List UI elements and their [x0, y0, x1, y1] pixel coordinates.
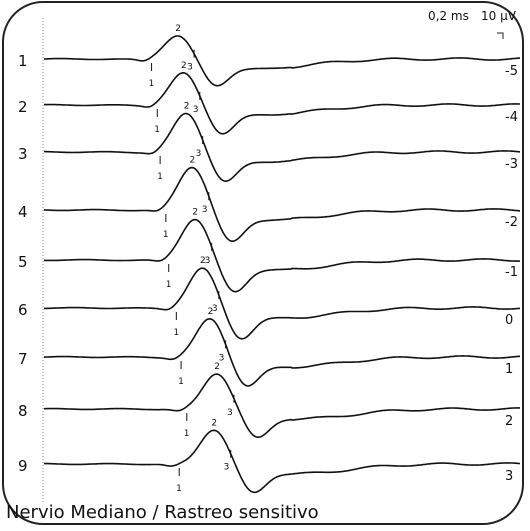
- scale-bar-icon: [497, 32, 504, 39]
- trace-number-label: 5: [18, 253, 28, 271]
- marker-2-label: 2: [192, 208, 198, 218]
- trace-number-label: 6: [18, 301, 28, 319]
- time-scale-label: 0,2 ms: [428, 9, 469, 23]
- trace-offset-label: -5: [505, 64, 518, 79]
- trace-offset-label: -3: [505, 157, 518, 172]
- marker-2-label: 2: [184, 102, 190, 112]
- trace-line: [44, 71, 520, 135]
- trace-offset-label: -2: [505, 215, 518, 230]
- marker-1-label: 1: [149, 79, 155, 89]
- amplitude-scale-label: 10 µV: [481, 9, 517, 23]
- trace-line: [44, 112, 521, 183]
- outer-border: [2, 1, 524, 525]
- marker-3-label: 3: [224, 463, 230, 473]
- trace-number-label: 7: [18, 350, 28, 368]
- trace-number-label: 4: [18, 203, 28, 221]
- trace-line: [44, 267, 521, 340]
- marker-2-label: 2: [208, 307, 214, 317]
- trace-offset-label: -4: [505, 110, 518, 125]
- marker-1-label: 1: [157, 172, 163, 182]
- marker-1-label: 1: [154, 125, 160, 135]
- trace-offset-label: 3: [505, 469, 513, 484]
- marker-3-label: 3: [212, 304, 218, 314]
- marker-3-label: 3: [227, 408, 233, 418]
- trace-line: [44, 35, 520, 87]
- trace-line: [43, 218, 521, 293]
- marker-2-label: 2: [214, 362, 220, 372]
- trace-number-label: 9: [18, 457, 28, 475]
- trace-line: [44, 373, 520, 438]
- trace-number-label: 1: [18, 52, 28, 70]
- trace-offset-label: 0: [505, 313, 513, 328]
- trace-offset-label: -1: [505, 265, 518, 280]
- trace-offset-label: 2: [505, 414, 513, 429]
- trace-offset-label: 1: [505, 362, 513, 377]
- marker-1-label: 1: [163, 230, 169, 240]
- marker-1-label: 1: [184, 429, 190, 439]
- marker-1-label: 1: [166, 280, 172, 290]
- marker-2-label: 2: [190, 156, 196, 166]
- marker-2-label: 2: [211, 418, 217, 428]
- marker-2-label: 2: [175, 24, 181, 34]
- marker-1-label: 1: [176, 484, 182, 494]
- trace-number-label: 3: [18, 145, 28, 163]
- trace-group: 1-51232-41233-31234-21235-11236012371123…: [18, 24, 521, 494]
- marker-2-label: 2: [200, 256, 206, 266]
- marker-3-label: 3: [219, 353, 225, 363]
- marker-3-label: 3: [187, 63, 193, 73]
- marker-1-label: 1: [173, 328, 179, 338]
- trace-number-label: 2: [18, 98, 28, 116]
- marker-3-label: 3: [196, 149, 202, 159]
- chart-title: Nervio Mediano / Rastreo sensitivo: [6, 502, 319, 523]
- trace-number-label: 8: [18, 402, 28, 420]
- marker-3-label: 3: [202, 205, 208, 215]
- trace-line: [44, 429, 521, 494]
- marker-3-label: 3: [205, 256, 211, 266]
- marker-1-label: 1: [178, 377, 184, 387]
- trace-line: [44, 317, 520, 387]
- trace-line: [43, 166, 520, 242]
- marker-3-label: 3: [193, 105, 199, 115]
- marker-2-label: 2: [181, 61, 187, 71]
